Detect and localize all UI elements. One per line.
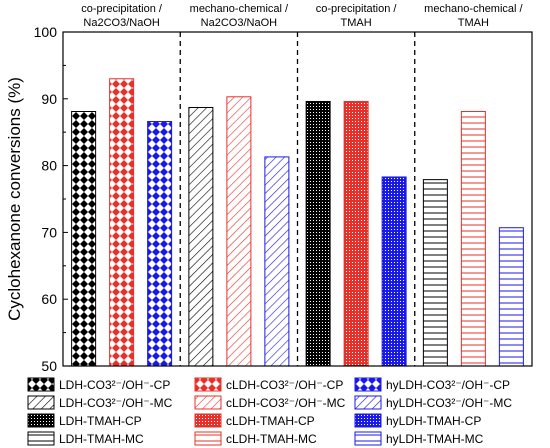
legend-swatch [354,431,382,446]
bars-layer [71,78,524,367]
legend-label: hyLDH-CO3²⁻/OH⁻-MC [386,396,512,410]
bar [147,121,173,367]
bar [71,110,97,367]
legend-swatch [194,395,222,410]
bar [109,78,135,367]
legend-swatch [194,431,222,446]
legend-swatch [354,413,382,428]
y-axis-title: Cyclohexanone conversions (%) [5,77,24,321]
group-labels: co-precipitation / Na2CO3/NaOH mechano-che… [81,3,523,29]
bar [381,176,407,367]
group-label-line2: TMAH [458,17,489,29]
legend-label: cLDH-TMAH-CP [226,414,315,428]
y-tick-label: 100 [34,24,58,40]
group-label-line2: Na2CO3/NaOH [201,17,277,29]
legend-swatch [194,413,222,428]
group-label-line2: Na2CO3/NaOH [83,17,159,29]
legend-label: LDH-CO3²⁻/OH⁻-CP [59,378,170,392]
y-tick-label: 50 [41,358,57,374]
bar [422,179,448,367]
legend-label: cLDH-CO3²⁻/OH⁻-MC [226,396,346,410]
bar [498,227,524,367]
legend-swatch [354,395,382,410]
legend-label: cLDH-TMAH-MC [226,432,317,446]
group-label-line2: TMAH [341,17,372,29]
y-axis: 50 60 70 80 90 100 [34,24,68,374]
legend-label: LDH-CO3²⁻/OH⁻-MC [59,396,173,410]
y-tick-label: 60 [41,291,57,307]
group-label-line1: co-precipitation / [81,3,163,15]
legend-swatch [27,431,55,446]
legend-swatch [27,395,55,410]
group-label-line1: mechano-chemical / [424,3,523,15]
group-label-line1: mechano-chemical / [190,3,289,15]
y-tick-label: 70 [41,224,57,240]
group-label-line1: co-precipitation / [316,3,398,15]
bar [460,110,486,367]
legend-swatch [27,377,55,392]
legend-swatch [354,377,382,392]
legend-label: cLDH-CO3²⁻/OH⁻-CP [226,378,343,392]
legend-label: hyLDH-TMAH-CP [386,414,481,428]
bar [226,96,252,367]
bar [343,100,369,367]
group-dividers [179,32,416,366]
legend: LDH-CO3²⁻/OH⁻-CP cLDH-CO3²⁻/OH⁻-CP hyLDH-C… [27,377,512,446]
bar [264,156,290,367]
legend-swatch [27,413,55,428]
legend-label: LDH-TMAH-CP [59,414,142,428]
y-tick-label: 90 [41,91,57,107]
legend-label: hyLDH-CO3²⁻/OH⁻-CP [386,378,510,392]
legend-swatch [194,377,222,392]
legend-label: LDH-TMAH-MC [59,432,144,446]
bar [305,100,331,367]
legend-label: hyLDH-TMAH-MC [386,432,484,446]
bar [188,106,214,367]
y-tick-label: 80 [41,158,57,174]
